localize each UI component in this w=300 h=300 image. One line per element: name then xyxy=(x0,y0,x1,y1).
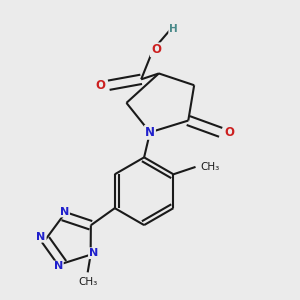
Text: N: N xyxy=(36,232,46,242)
Text: N: N xyxy=(145,126,155,139)
Text: CH₃: CH₃ xyxy=(78,277,97,287)
Text: N: N xyxy=(53,262,63,272)
Text: CH₃: CH₃ xyxy=(200,162,219,172)
Text: H: H xyxy=(169,24,178,34)
Text: N: N xyxy=(89,248,98,258)
Text: N: N xyxy=(60,206,69,217)
Text: O: O xyxy=(95,79,105,92)
Text: O: O xyxy=(151,44,161,56)
Text: O: O xyxy=(224,126,235,139)
